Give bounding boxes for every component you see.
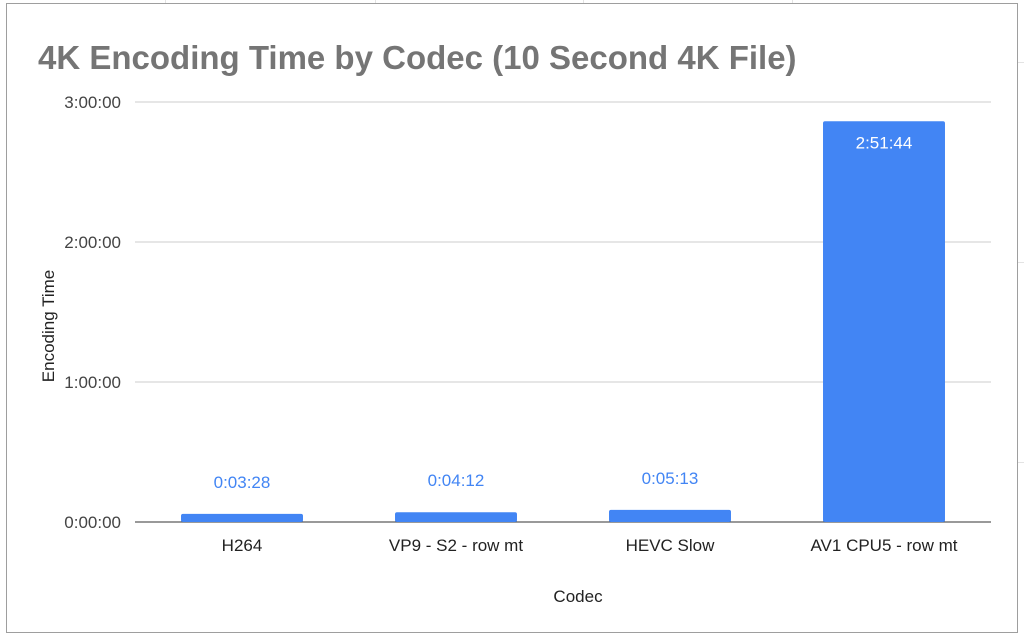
- data-label: 0:05:13: [642, 469, 699, 488]
- x-tick-label: H264: [222, 536, 263, 555]
- x-tick-label: VP9 - S2 - row mt: [389, 536, 523, 555]
- x-axis-title: Codec: [553, 587, 603, 606]
- bar: [395, 512, 517, 522]
- chart-title: 4K Encoding Time by Codec (10 Second 4K …: [38, 39, 797, 76]
- x-axis-labels: H264 VP9 - S2 - row mt HEVC Slow AV1 CPU5 -…: [222, 536, 958, 555]
- data-label: 2:51:44: [856, 133, 913, 152]
- bar: [823, 121, 945, 523]
- chart-card[interactable]: 4K Encoding Time by Codec (10 Second 4K …: [6, 3, 1018, 633]
- y-tick-label: 3:00:00: [64, 93, 121, 112]
- sheet-gridline: [375, 0, 376, 3]
- y-tick-label: 2:00:00: [64, 233, 121, 252]
- sheet-gridline: [1018, 62, 1024, 63]
- y-axis-title: Encoding Time: [39, 270, 58, 382]
- sheet-gridline: [583, 0, 584, 3]
- bars: [181, 121, 945, 523]
- y-axis-ticks: 0:00:00 1:00:00 2:00:00 3:00:00: [64, 93, 121, 532]
- sheet-gridline: [165, 0, 166, 3]
- bar: [181, 513, 303, 522]
- y-tick-label: 0:00:00: [64, 513, 121, 532]
- data-labels: 0:03:28 0:04:12 0:05:13 2:51:44: [214, 133, 913, 492]
- data-label: 0:04:12: [428, 471, 485, 490]
- sheet-gridline: [1018, 262, 1024, 263]
- bar-chart: 4K Encoding Time by Codec (10 Second 4K …: [38, 39, 991, 606]
- sheet-gridline: [792, 0, 793, 3]
- x-tick-label: AV1 CPU5 - row mt: [810, 536, 957, 555]
- data-label: 0:03:28: [214, 473, 271, 492]
- x-tick-label: HEVC Slow: [626, 536, 716, 555]
- y-tick-label: 1:00:00: [64, 373, 121, 392]
- bar: [609, 509, 731, 522]
- sheet-gridline: [1018, 462, 1024, 463]
